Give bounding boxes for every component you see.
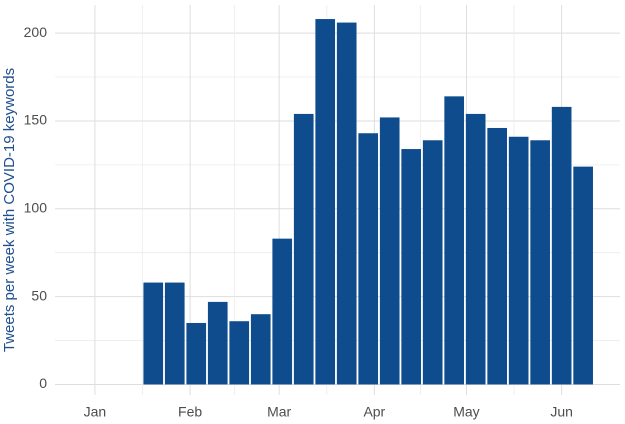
x-tick-label: Apr (363, 404, 385, 420)
bar (487, 127, 507, 385)
bar (315, 19, 336, 385)
bar (422, 140, 443, 385)
x-tick-label: May (453, 404, 479, 420)
bar (573, 166, 593, 385)
bar (164, 282, 185, 385)
bar (551, 106, 572, 385)
bar (143, 282, 164, 385)
y-tick-label: 150 (24, 112, 48, 128)
bar (530, 140, 550, 385)
x-tick-label: Jun (550, 404, 573, 420)
y-tick-label: 50 (31, 287, 47, 303)
y-tick-label: 200 (24, 24, 48, 40)
bar (465, 113, 486, 385)
bar (293, 113, 314, 385)
x-tick-label: Feb (178, 404, 202, 420)
x-tick-label: Mar (267, 404, 291, 420)
bar (508, 136, 529, 385)
bar (250, 314, 271, 385)
bar (186, 322, 207, 385)
bar (207, 301, 228, 385)
bar (444, 96, 465, 385)
y-axis-title: Tweets per week with COVID-19 keywords (1, 68, 18, 352)
y-tick-label: 100 (24, 199, 48, 215)
bar (336, 22, 357, 385)
x-tick-label: Jan (84, 404, 107, 420)
bar (229, 321, 250, 385)
bar (401, 149, 422, 385)
bar (379, 117, 400, 385)
bar (358, 133, 379, 385)
y-tick-label: 0 (39, 375, 47, 391)
bar (272, 238, 293, 385)
